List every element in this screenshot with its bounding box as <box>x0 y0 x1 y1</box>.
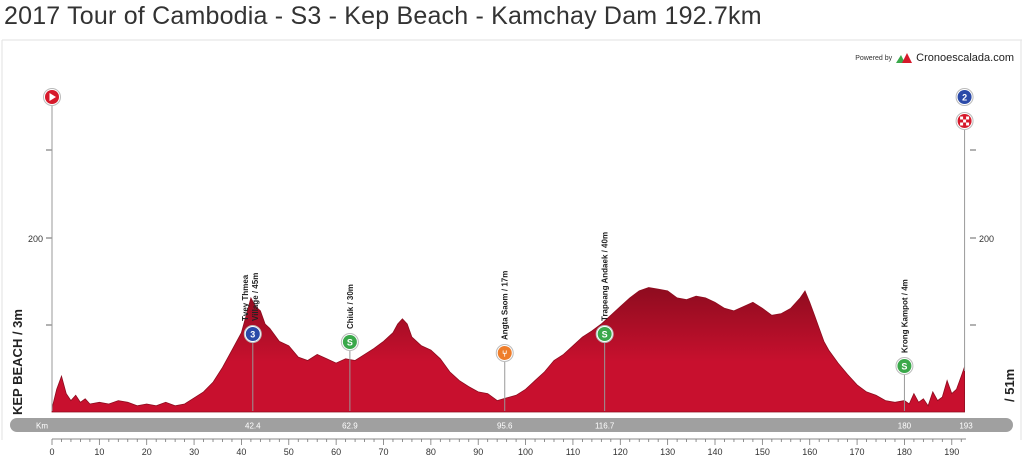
marker-label: Tvey Thmea <box>241 274 250 321</box>
finish-checker <box>966 122 970 126</box>
finish-checker <box>960 122 964 126</box>
x-tick-label: 100 <box>518 447 533 457</box>
sprint-icon-glyph: S <box>347 338 353 348</box>
sprint-icon-glyph: S <box>901 362 907 372</box>
start-flag-icon <box>43 88 61 106</box>
km-point-label: 180 <box>898 422 912 431</box>
x-tick-label: 10 <box>94 447 104 457</box>
sprint-icon-disc <box>597 327 612 341</box>
marker-label: Village / 45m <box>251 273 260 321</box>
marker-label: Trapeang Andaek / 40m <box>601 232 610 321</box>
km-strip-label: Km <box>36 422 48 431</box>
x-tick-label: 50 <box>284 447 294 457</box>
sprint-icon-disc <box>897 359 912 373</box>
x-tick-label: 90 <box>473 447 483 457</box>
cronoescalada-logo-icon <box>896 53 913 63</box>
y-tick-label-left: 200 <box>28 234 43 244</box>
kom-category-icon: 3 <box>243 325 262 343</box>
x-tick-label: 80 <box>426 447 436 457</box>
km-strip <box>10 418 1013 432</box>
marker-label: Chiuk / 30m <box>346 284 355 329</box>
km-point-label: 62.9 <box>342 422 358 431</box>
kom-category-icon-glyph: 3 <box>250 330 255 340</box>
kom-category-icon-disc <box>245 327 260 341</box>
sprint-icon: S <box>595 325 614 343</box>
x-tick-label: 110 <box>566 447 580 457</box>
x-tick-label: 130 <box>660 447 675 457</box>
x-tick-label: 120 <box>613 447 628 457</box>
km-point-label: 193 <box>959 422 973 431</box>
km-point-label: 42.4 <box>245 422 261 431</box>
sprint-icon: S <box>340 333 359 351</box>
powered-by-text: Powered by <box>855 54 893 62</box>
km-point-label: 95.6 <box>497 422 513 431</box>
feed-zone-icon: ⑂ <box>495 344 514 362</box>
finish-checker <box>966 116 970 120</box>
elevation-area <box>51 287 965 413</box>
finish-location-label: / 51m <box>1002 369 1017 402</box>
x-tick-label: 30 <box>189 447 199 457</box>
powered-by: Powered by Cronoescalada.com <box>855 52 1014 64</box>
finish-checker <box>960 116 964 120</box>
x-tick-label: 0 <box>49 447 54 457</box>
sprint-icon-disc <box>342 335 357 349</box>
x-tick-label: 70 <box>378 447 388 457</box>
x-tick-label: 40 <box>236 447 246 457</box>
finish-kom-icon-glyph: 2 <box>962 93 967 103</box>
sprint-icon: S <box>895 357 914 375</box>
x-tick-label: 60 <box>331 447 341 457</box>
feed-zone-icon-glyph: ⑂ <box>502 349 507 359</box>
km-point-label: 116.7 <box>595 422 615 431</box>
brand-name: Cronoescalada.com <box>916 52 1014 64</box>
marker-label: Angta Saom / 17m <box>501 271 510 340</box>
start-icon-arrow <box>49 93 56 101</box>
sprint-icon-glyph: S <box>602 330 608 340</box>
finish-flag-icon <box>955 112 974 130</box>
start-location-label: KEP BEACH / 3m <box>10 309 25 415</box>
feed-zone-icon-disc <box>497 346 512 360</box>
x-tick-label: 170 <box>850 447 865 457</box>
x-tick-label: 160 <box>802 447 817 457</box>
finish-kom-icon-disc <box>957 90 972 104</box>
x-tick-label: 190 <box>944 447 959 457</box>
finish-kom-icon: 2 <box>955 88 974 106</box>
x-tick-label: 180 <box>897 447 912 457</box>
marker-label: Krong Kampot / 4m <box>900 279 909 353</box>
chart-title: 2017 Tour of Cambodia - S3 - Kep Beach -… <box>4 2 762 30</box>
x-tick-label: 150 <box>755 447 770 457</box>
y-tick-label-right: 200 <box>979 234 994 244</box>
x-tick-label: 20 <box>142 447 152 457</box>
finish-checker <box>963 119 967 123</box>
x-tick-label: 140 <box>707 447 722 457</box>
